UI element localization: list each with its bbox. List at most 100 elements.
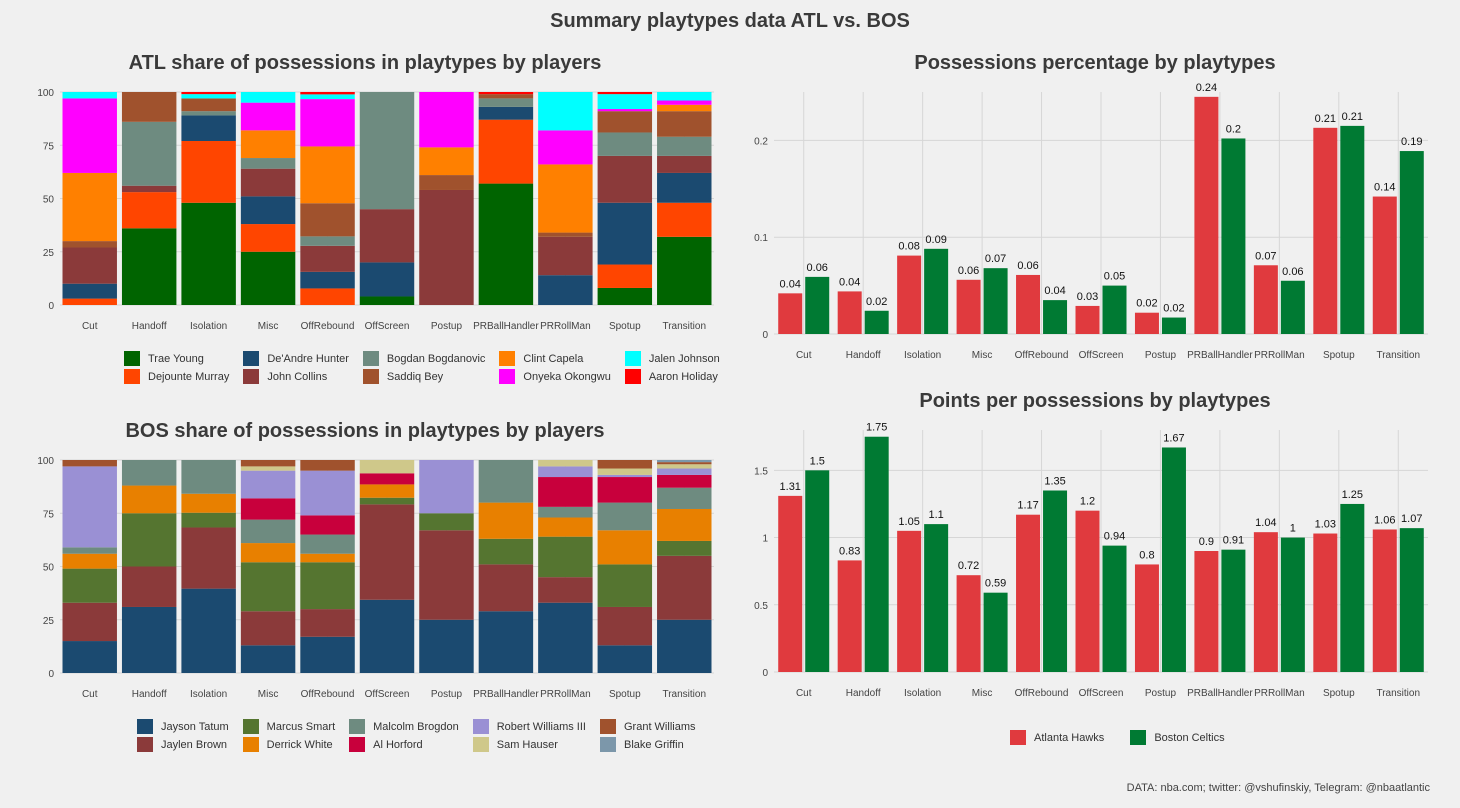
0-x-tick-label: PRRollMan <box>540 321 591 332</box>
bar-value-label: 0.83 <box>839 545 860 557</box>
legend-label: Grant Williams <box>623 720 696 733</box>
0-x-tick-label: PRBallHandler <box>473 321 539 332</box>
0-x-tick-label: Spotup <box>609 321 641 332</box>
bar-segment <box>657 100 712 105</box>
bar-segment <box>181 111 236 116</box>
bar <box>837 291 862 334</box>
bar-segment <box>62 460 117 467</box>
bar-value-label: 0.91 <box>1223 535 1244 547</box>
bar-segment <box>538 236 593 276</box>
legend-swatch <box>472 719 489 734</box>
legend-entry: Saddiq Bey <box>362 369 485 384</box>
0-x-tick-label: OffRebound <box>301 321 355 332</box>
source-credit: DATA: nba.com; twitter: @vshufinskiy, Te… <box>1126 782 1430 794</box>
bar-segment <box>657 555 712 620</box>
bar <box>897 530 922 672</box>
bar-segment <box>538 506 593 518</box>
legend-swatch <box>499 369 516 384</box>
bar <box>897 255 922 334</box>
bar-segment <box>121 92 177 122</box>
0-x-tick-label: Transition <box>662 321 706 332</box>
bar-segment <box>240 611 296 646</box>
3-y-tick-label: 0.5 <box>754 601 768 612</box>
bar-segment <box>657 236 712 305</box>
1-y-tick-label: 0 <box>48 669 54 680</box>
bar-segment <box>538 232 593 237</box>
3-x-tick-label: Misc <box>972 688 993 699</box>
bar-segment <box>597 92 653 95</box>
bar-segment <box>300 553 355 563</box>
bar-segment <box>478 611 534 673</box>
bar-segment <box>478 538 534 565</box>
bar-segment <box>359 296 415 305</box>
legend-label: John Collins <box>267 370 328 383</box>
bar <box>1134 564 1159 672</box>
bar-segment <box>419 513 474 531</box>
legend-entry: Robert Williams III <box>472 719 586 734</box>
3-y-tick-label: 1.5 <box>754 466 768 477</box>
bar-segment <box>300 99 355 147</box>
bar-segment <box>597 132 653 156</box>
bar-segment <box>62 92 117 99</box>
bar <box>1280 280 1305 334</box>
bar-segment <box>121 185 177 193</box>
1-x-tick-label: OffRebound <box>301 689 355 700</box>
bar <box>1372 529 1397 672</box>
0-y-tick-label: 0 <box>48 301 54 312</box>
bar-segment <box>359 484 415 498</box>
bar-segment <box>300 460 355 471</box>
bar <box>1280 537 1305 672</box>
legend-swatch <box>362 351 379 366</box>
bar <box>956 279 981 334</box>
bar <box>924 524 949 672</box>
1-x-tick-label: Cut <box>82 689 98 700</box>
bar-segment <box>240 102 296 131</box>
legend-entry: Malcolm Brogdon <box>349 719 459 734</box>
bar-value-label: 0.19 <box>1401 136 1422 148</box>
bar-segment <box>538 602 593 673</box>
3-x-tick-label: Isolation <box>904 688 941 699</box>
legend-swatch <box>243 369 260 384</box>
bar-segment <box>538 92 593 131</box>
bar-segment <box>121 606 177 673</box>
bar-value-label: 0.06 <box>958 265 979 277</box>
legend-label: Boston Celtics <box>1154 731 1225 744</box>
atl-share-panel: ATL share of possessions in playtypes by… <box>0 48 730 393</box>
bar-segment <box>657 202 712 237</box>
bar-value-label: 0.2 <box>1226 123 1241 135</box>
bar <box>956 575 981 672</box>
3-x-tick-label: Transition <box>1376 688 1420 699</box>
0-y-tick-label: 25 <box>43 248 55 259</box>
bar <box>1161 317 1186 334</box>
legend-entry: Blake Griffin <box>599 737 696 752</box>
legend-label: Blake Griffin <box>623 738 684 751</box>
bar-segment <box>657 136 712 156</box>
bar-segment <box>240 519 296 544</box>
2-x-tick-label: Spotup <box>1323 350 1355 361</box>
bar-segment <box>300 92 355 95</box>
bar-segment <box>597 645 653 673</box>
bar-segment <box>300 236 355 246</box>
bar-value-label: 0.04 <box>780 278 801 290</box>
legend-label: Aaron Holiday <box>648 370 718 383</box>
bar-segment <box>121 513 177 567</box>
bar-segment <box>62 641 117 673</box>
legend-entry: Jayson Tatum <box>137 719 229 734</box>
atl-share-title: ATL share of possessions in playtypes by… <box>128 52 602 74</box>
legend-entry: Jalen Johnson <box>624 351 720 366</box>
bar-segment <box>538 130 593 165</box>
legend-label: Jayson Tatum <box>161 720 229 733</box>
bar-value-label: 1.35 <box>1044 476 1065 488</box>
bar-segment <box>181 493 236 513</box>
2-x-tick-label: Cut <box>796 350 812 361</box>
bar-segment <box>240 196 296 225</box>
bar-segment <box>240 645 296 673</box>
bar-value-label: 0.02 <box>1136 298 1157 310</box>
legend-swatch <box>242 719 259 734</box>
bar-segment <box>538 275 593 305</box>
bar-segment <box>181 512 236 528</box>
bar-value-label: 0.07 <box>1255 250 1276 262</box>
legend-swatch <box>499 351 516 366</box>
bar-value-label: 1.2 <box>1080 496 1095 508</box>
3-x-tick-label: Cut <box>796 688 812 699</box>
